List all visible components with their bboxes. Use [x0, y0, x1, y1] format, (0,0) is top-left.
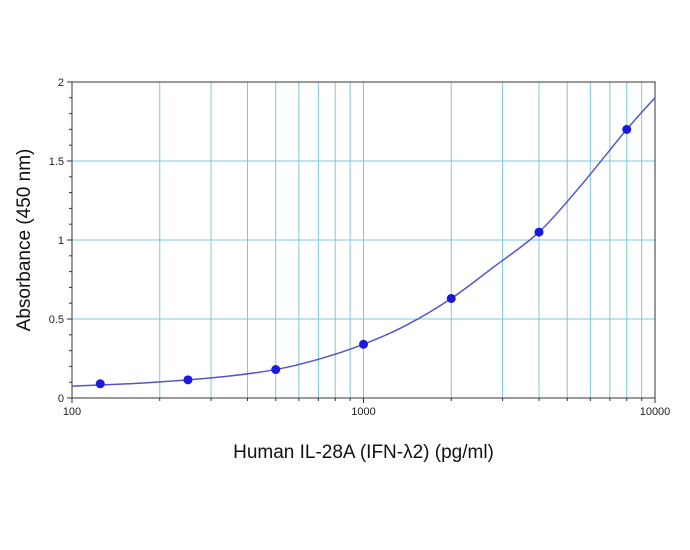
- y-tick-label: 1: [58, 235, 64, 247]
- data-point: [534, 227, 544, 237]
- data-point: [95, 379, 105, 389]
- data-points: [95, 124, 632, 389]
- x-tick-label: 10000: [640, 406, 671, 418]
- y-tick-labels: 0 0.5 1 1.5 2: [49, 77, 64, 405]
- data-point: [622, 124, 632, 134]
- x-axis-label: Human IL-28A (IFN-λ2) (pg/ml): [233, 442, 494, 463]
- data-point: [446, 293, 456, 303]
- x-tick-label: 100: [63, 406, 81, 418]
- y-tick-label: 1.5: [49, 156, 64, 168]
- y-tick-label: 0: [58, 393, 64, 405]
- x-tick-labels: 100 1000 10000: [63, 406, 670, 418]
- y-tick-label: 0.5: [49, 314, 64, 326]
- y-tick-label: 2: [58, 77, 64, 89]
- axis-ticks: [67, 81, 656, 403]
- data-point: [271, 365, 281, 375]
- data-point: [183, 375, 193, 385]
- x-tick-label: 1000: [351, 406, 375, 418]
- data-point: [359, 339, 368, 349]
- y-axis-label: Absorbance (450 nm): [14, 149, 35, 332]
- grid-lines: [72, 82, 655, 398]
